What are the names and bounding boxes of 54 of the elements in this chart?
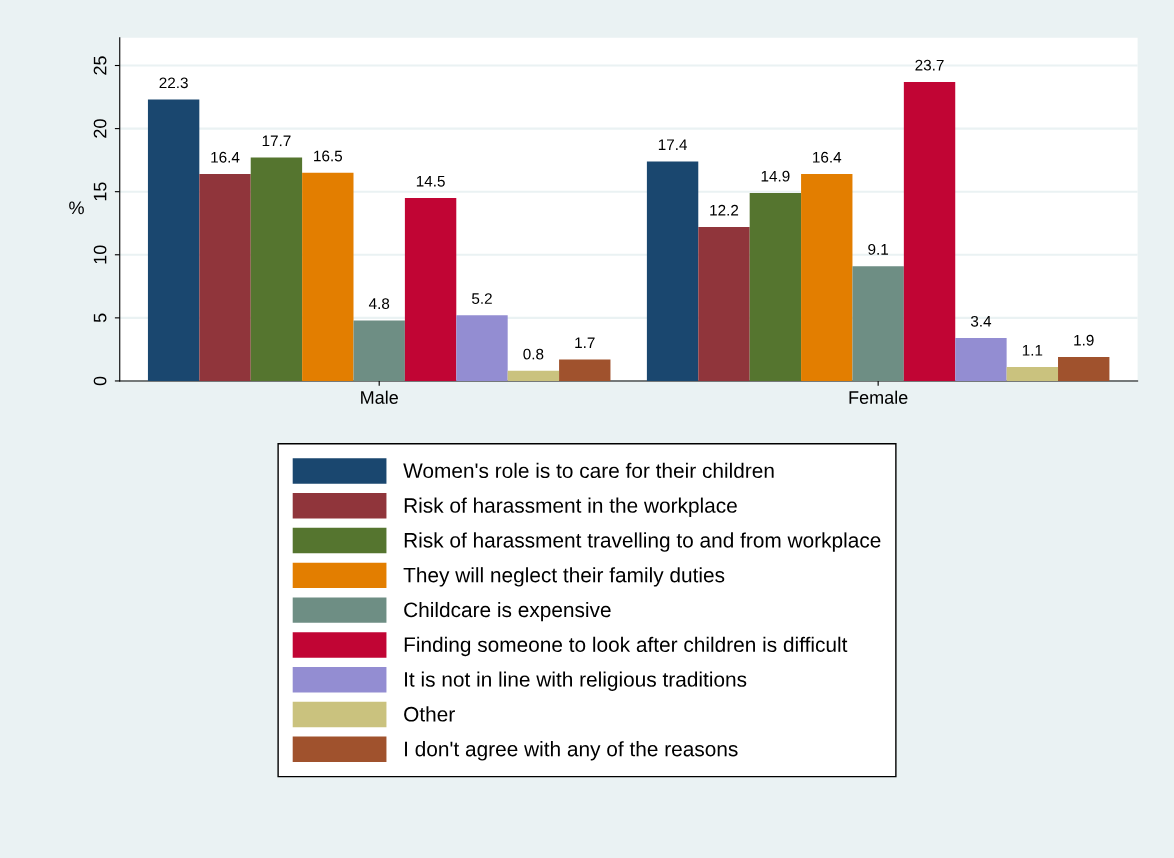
bar bbox=[1058, 356, 1110, 381]
bar bbox=[456, 315, 508, 381]
data-label: 23.7 bbox=[915, 59, 944, 71]
data-label: 17.7 bbox=[262, 135, 291, 147]
legend-label: Women's role is to care for their children bbox=[403, 462, 774, 479]
legend-label: Other bbox=[404, 706, 455, 722]
x-tick-label: Female bbox=[849, 390, 908, 404]
bar bbox=[147, 99, 200, 381]
legend-label: Childcare is expensive bbox=[404, 601, 611, 622]
y-axis-title: % bbox=[69, 201, 84, 215]
data-label: 12.2 bbox=[710, 204, 739, 216]
data-label: 3.4 bbox=[970, 315, 992, 327]
y-tick-label: 20 bbox=[93, 119, 107, 138]
bar bbox=[302, 172, 354, 381]
data-label: 1.1 bbox=[1022, 345, 1043, 356]
y-tick-label: 5 bbox=[93, 313, 107, 323]
bar bbox=[646, 161, 699, 381]
bar bbox=[749, 192, 802, 381]
legend-label: It is not in line with religious traditions bbox=[405, 671, 747, 691]
data-label: 1.7 bbox=[575, 337, 595, 348]
legend-label: Finding someone to look after children is difficult bbox=[404, 636, 848, 657]
y-tick-label: 25 bbox=[93, 56, 107, 75]
bar bbox=[559, 359, 611, 381]
data-label: 16.5 bbox=[314, 150, 343, 162]
bar bbox=[404, 198, 457, 381]
bar bbox=[199, 174, 251, 381]
data-label: 9.1 bbox=[868, 243, 889, 255]
y-tick-label: 10 bbox=[93, 245, 107, 264]
x-tick-label: Male bbox=[361, 390, 398, 404]
data-label: 16.4 bbox=[211, 151, 240, 163]
bar bbox=[250, 157, 303, 381]
bar bbox=[903, 81, 956, 381]
y-tick-label: 0 bbox=[93, 376, 107, 386]
data-label: 16.4 bbox=[813, 151, 842, 163]
bar bbox=[801, 174, 853, 381]
data-label: 0.8 bbox=[523, 348, 544, 360]
data-label: 14.9 bbox=[761, 170, 790, 182]
legend-label: Risk of harassment in the workplace bbox=[404, 497, 737, 517]
data-label: 22.3 bbox=[159, 77, 188, 89]
legend-label: Risk of harassment travelling to and from workplace bbox=[404, 532, 881, 552]
data-label: 5.2 bbox=[471, 293, 492, 304]
bar bbox=[698, 227, 750, 381]
bar bbox=[507, 370, 560, 381]
bar bbox=[852, 266, 904, 381]
bar bbox=[1006, 367, 1059, 381]
data-label: 1.9 bbox=[1074, 334, 1094, 346]
legend-label: They will neglect their family duties bbox=[403, 567, 725, 587]
y-tick-label: 15 bbox=[93, 182, 107, 201]
bar bbox=[955, 338, 1007, 381]
data-label: 14.5 bbox=[416, 175, 445, 187]
legend-label: I don't agree with any of the reasons bbox=[405, 741, 738, 761]
data-label: 17.4 bbox=[658, 139, 688, 150]
bar bbox=[353, 320, 405, 381]
data-label: 4.8 bbox=[368, 298, 390, 310]
